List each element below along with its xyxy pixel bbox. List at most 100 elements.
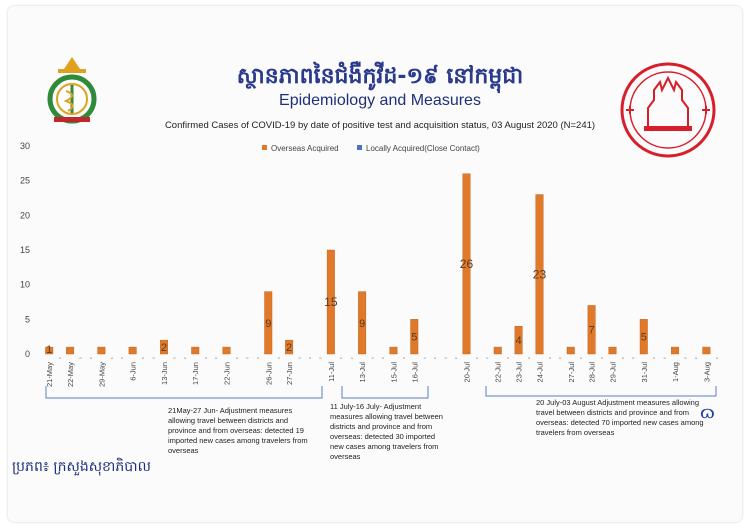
bar-overseas [326, 249, 335, 355]
x-tick-label: 11-Jul [327, 362, 336, 382]
x-tick-mark: " [684, 358, 686, 364]
x-tick-mark: " [601, 358, 603, 364]
x-tick-label: 29-Jul [608, 362, 617, 383]
x-tick-label: 24-Jul [535, 362, 544, 383]
bar-overseas [45, 346, 54, 355]
handwritten-signature: ɷ [700, 402, 715, 423]
ministry-stamp-seal [618, 60, 718, 165]
bar-data-label: 23 [533, 267, 547, 281]
x-tick-mark: " [403, 358, 405, 364]
bar-overseas [587, 305, 596, 355]
x-tick-mark: " [152, 358, 154, 364]
x-tick-mark: " [507, 358, 509, 364]
bar-overseas [535, 194, 544, 355]
x-tick-label: 22-May [66, 362, 75, 387]
x-tick-label: 20-Jul [462, 362, 471, 383]
bar-overseas [671, 346, 680, 355]
y-tick-label: 0 [25, 349, 30, 359]
bar-overseas [66, 346, 75, 355]
bar-overseas [159, 339, 168, 355]
x-tick-mark: " [59, 358, 61, 364]
x-tick-mark: " [246, 358, 248, 364]
x-tick-mark: " [716, 358, 718, 364]
x-tick-mark: " [340, 358, 342, 364]
bar-overseas [608, 346, 617, 355]
legend-swatch-local [357, 145, 362, 150]
x-tick-label: 13-Jun [160, 362, 169, 385]
x-tick-label: 13-Jul [358, 362, 367, 383]
x-tick-mark: " [371, 358, 373, 364]
bar-overseas [358, 291, 367, 355]
x-tick-mark: " [278, 358, 280, 364]
x-tick-mark: " [236, 358, 238, 364]
x-tick-mark: " [382, 358, 384, 364]
y-tick-label: 5 [25, 314, 30, 324]
x-tick-mark: " [205, 358, 207, 364]
x-tick-mark: " [142, 358, 144, 364]
bar-data-label: 9 [359, 318, 365, 330]
bar-overseas [128, 346, 137, 355]
x-tick-label: 21-May [45, 362, 54, 387]
x-tick-mark: " [319, 358, 321, 364]
bar-overseas [389, 346, 398, 355]
x-tick-mark: " [111, 358, 113, 364]
bar-data-label: 2 [161, 342, 167, 354]
x-tick-mark: " [121, 358, 123, 364]
x-tick-mark: " [528, 358, 530, 364]
y-tick-label: 25 [20, 176, 30, 186]
x-tick-mark: " [653, 358, 655, 364]
title-khmer: ស្ថានភាពនៃជំងឺកូវីដ-១៩ នៅកម្ពុជា [236, 64, 524, 89]
x-tick-label: 29-May [97, 362, 106, 387]
x-tick-mark: " [351, 358, 353, 364]
x-tick-label: 15-Jul [389, 362, 398, 383]
x-tick-mark: " [580, 358, 582, 364]
chart-subtitle: Confirmed Cases of COVID-19 by date of p… [164, 120, 596, 131]
x-tick-mark: " [298, 358, 300, 364]
title-english: Epidemiology and Measures [279, 92, 481, 109]
x-tick-mark: " [215, 358, 217, 364]
x-tick-mark: " [184, 358, 186, 364]
bar-data-label: 5 [641, 332, 647, 344]
bracket-july-mid [341, 386, 429, 399]
x-tick-mark: " [695, 358, 697, 364]
x-tick-mark: " [424, 358, 426, 364]
x-tick-label: 31-Jul [640, 362, 649, 383]
x-tick-label: 23-Jul [515, 362, 524, 383]
x-tick-label: 26-Jun [264, 362, 273, 385]
x-tick-mark: " [549, 358, 551, 364]
y-axis: 0 5 10 15 20 25 30 [20, 141, 30, 359]
x-tick-mark: " [79, 358, 81, 364]
bar-data-label: 4 [516, 335, 522, 347]
x-tick-label: 6-Jun [129, 362, 138, 381]
y-tick-label: 30 [20, 141, 30, 151]
x-tick-mark: " [559, 358, 561, 364]
bar-overseas [222, 346, 231, 355]
x-tick-label: 17-Jun [191, 362, 200, 385]
bar-overseas [493, 346, 502, 355]
bracket-july-august [485, 386, 717, 397]
legend-swatch-overseas [262, 145, 267, 150]
bar-overseas [462, 173, 471, 355]
bar-overseas [410, 319, 419, 355]
x-tick-label: 27-Jul [567, 362, 576, 383]
x-tick-mark: " [476, 358, 478, 364]
bar-overseas [264, 291, 273, 355]
x-tick-label: 3-Aug [702, 362, 711, 382]
bar-overseas [285, 339, 294, 355]
bar-overseas [191, 346, 200, 355]
x-tick-mark: " [257, 358, 259, 364]
bar-data-label: 26 [460, 257, 474, 271]
y-tick-label: 20 [20, 210, 30, 220]
bar-data-label: 7 [589, 325, 595, 337]
x-tick-mark: " [309, 358, 311, 364]
y-tick-label: 10 [20, 280, 30, 290]
source-note: ប្រភព៖ ក្រសួងសុខាភិបាល [12, 459, 151, 475]
annotation-may-june: 21May-27 Jun- Adjustment measures allowi… [168, 406, 308, 455]
x-tick-label: 22-Jul [494, 362, 503, 383]
y-tick-label: 15 [20, 245, 30, 255]
annotation-july-mid: 11 July-16 July- Adjustment measures all… [330, 402, 443, 461]
annotation-july-august: 20 July-03 August Adjustment measures al… [536, 398, 704, 437]
bar-data-label: 5 [411, 332, 417, 344]
x-tick-mark: " [622, 358, 624, 364]
